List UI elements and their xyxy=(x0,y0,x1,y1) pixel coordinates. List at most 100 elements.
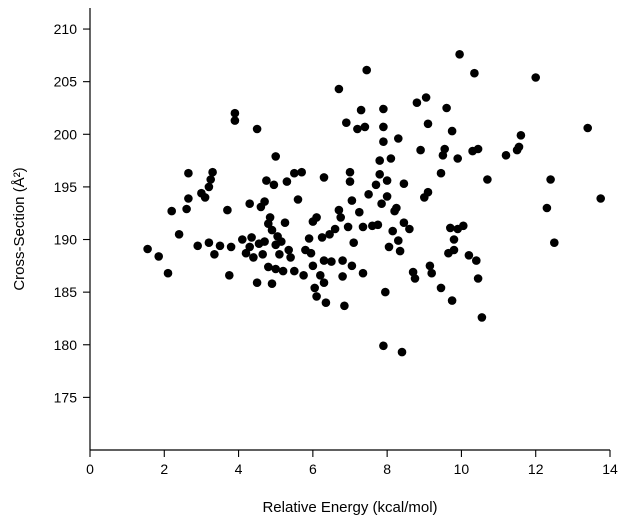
data-point xyxy=(204,182,214,192)
x-axis-ticks: 0 2 4 6 8 10 12 14 xyxy=(86,450,618,477)
data-point xyxy=(330,224,340,234)
y-axis-ticks: 175 180 185 190 195 200 205 210 xyxy=(54,21,90,405)
data-point xyxy=(546,175,555,184)
data-point xyxy=(260,197,269,206)
data-point xyxy=(449,245,459,255)
data-point xyxy=(405,224,414,234)
data-point xyxy=(473,274,483,283)
data-point xyxy=(312,213,321,222)
data-point xyxy=(531,73,540,82)
data-point xyxy=(423,187,433,197)
data-point xyxy=(319,278,329,288)
data-point xyxy=(193,241,202,251)
data-point xyxy=(265,213,275,222)
data-point xyxy=(304,234,314,243)
data-point xyxy=(293,195,303,204)
data-point xyxy=(358,222,368,232)
data-point xyxy=(345,167,355,177)
data-point xyxy=(271,152,281,161)
data-point xyxy=(388,226,398,236)
data-point xyxy=(278,266,288,276)
data-point xyxy=(399,218,409,227)
data-point xyxy=(275,250,284,259)
data-point xyxy=(447,126,457,136)
data-point xyxy=(312,292,321,301)
data-point xyxy=(316,271,325,280)
data-point xyxy=(516,131,526,140)
data-point xyxy=(343,222,353,232)
data-point xyxy=(174,230,184,239)
data-point xyxy=(397,347,407,357)
x-tick-label: 2 xyxy=(160,461,168,477)
data-point xyxy=(280,218,290,227)
data-point xyxy=(446,223,455,233)
data-point xyxy=(184,194,193,203)
data-point xyxy=(442,103,451,113)
data-point xyxy=(382,192,392,201)
data-point xyxy=(416,145,425,155)
x-tick-label: 10 xyxy=(454,461,470,477)
data-point xyxy=(459,221,468,231)
data-point xyxy=(269,180,279,190)
x-tick-label: 8 xyxy=(383,461,391,477)
data-point xyxy=(184,168,193,178)
data-point xyxy=(453,154,463,163)
x-tick-label: 14 xyxy=(602,461,618,477)
data-point xyxy=(143,244,152,254)
data-point xyxy=(317,233,327,242)
y-tick-label: 210 xyxy=(54,21,78,37)
data-point xyxy=(477,313,487,322)
data-point xyxy=(282,177,292,186)
data-point xyxy=(327,257,336,266)
y-tick-label: 200 xyxy=(54,126,78,142)
data-point xyxy=(249,253,258,262)
data-point xyxy=(238,235,247,244)
data-point xyxy=(206,175,215,184)
data-point xyxy=(336,213,346,222)
data-points xyxy=(143,50,605,357)
data-point xyxy=(464,251,474,260)
data-point xyxy=(334,84,344,94)
data-point xyxy=(338,272,347,281)
data-point xyxy=(267,225,277,235)
data-point xyxy=(347,196,357,205)
data-point xyxy=(245,199,254,208)
data-point xyxy=(379,104,388,114)
data-point xyxy=(290,266,299,276)
data-point xyxy=(501,151,511,160)
x-tick-label: 0 xyxy=(86,461,94,477)
data-point xyxy=(412,98,422,107)
data-point xyxy=(436,283,446,293)
data-point xyxy=(379,122,388,132)
data-point xyxy=(225,271,234,280)
data-point xyxy=(362,65,372,75)
data-point xyxy=(347,261,357,271)
data-point xyxy=(208,167,217,177)
data-point xyxy=(514,142,524,152)
data-point xyxy=(277,237,286,246)
data-point xyxy=(338,256,347,265)
data-point xyxy=(384,242,394,252)
data-point xyxy=(395,246,405,256)
data-point xyxy=(423,119,433,129)
data-point xyxy=(215,241,225,251)
data-point xyxy=(542,203,552,213)
data-point xyxy=(342,118,351,127)
data-point xyxy=(154,252,163,261)
data-point xyxy=(427,268,437,278)
data-point xyxy=(258,250,268,259)
data-point xyxy=(375,156,385,165)
data-point xyxy=(472,256,481,265)
y-tick-label: 180 xyxy=(54,337,78,353)
data-point xyxy=(356,105,366,115)
data-point xyxy=(290,168,299,178)
data-point xyxy=(226,242,236,252)
data-point xyxy=(373,220,383,230)
x-tick-label: 12 xyxy=(528,461,544,477)
data-point xyxy=(245,242,254,252)
data-point xyxy=(425,261,435,271)
data-point xyxy=(358,268,368,278)
data-point xyxy=(349,238,359,247)
data-point xyxy=(583,123,592,133)
data-point xyxy=(204,238,214,247)
